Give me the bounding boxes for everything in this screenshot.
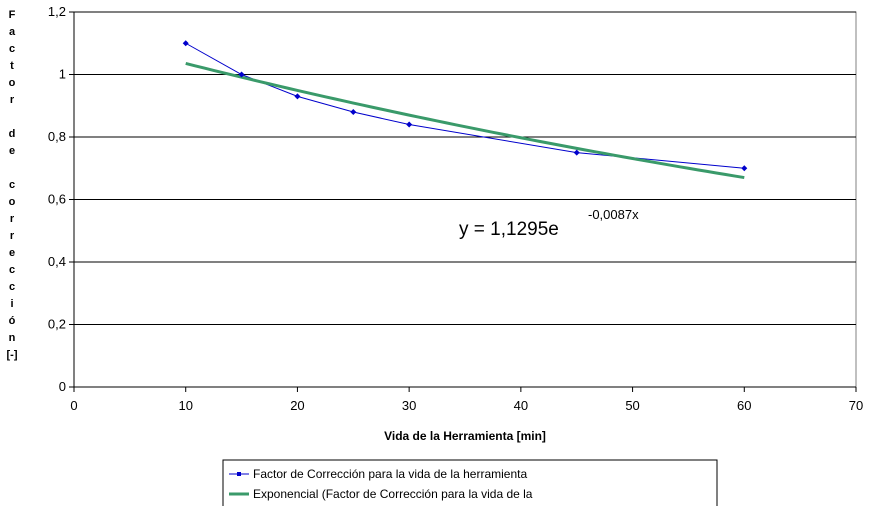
series-line-exponential bbox=[185, 61, 745, 180]
y-tick-label-4: 0,8 bbox=[48, 129, 66, 144]
y-tick-label-5: 1 bbox=[59, 67, 66, 82]
grid-lines bbox=[69, 11, 857, 392]
data-point-3 bbox=[350, 109, 357, 115]
data-point-2 bbox=[294, 93, 301, 100]
y-tick-label-3: 0,6 bbox=[48, 192, 66, 207]
legend: Factor de Corrección para la vida de la … bbox=[222, 459, 718, 506]
y-tick-labels: 0 0,2 0,4 0,6 0,8 1 1,2 bbox=[48, 4, 66, 394]
data-point-0 bbox=[182, 40, 189, 47]
y-tick-label-2: 0,4 bbox=[48, 254, 66, 269]
x-tick-label-6: 60 bbox=[737, 398, 751, 413]
equation-exponent: -0,0087x bbox=[588, 207, 639, 222]
y-axis-label-char-16: c bbox=[9, 281, 15, 293]
legend-label-series-2: Exponencial (Factor de Corrección para l… bbox=[253, 487, 533, 501]
equation-base: y = 1,1295e bbox=[459, 219, 559, 240]
data-point-1 bbox=[238, 71, 245, 78]
x-tick-label-5: 50 bbox=[625, 398, 639, 413]
y-axis-label-char-12: r bbox=[10, 213, 15, 225]
y-axis-label-char-10: c bbox=[9, 179, 15, 191]
x-tick-label-2: 20 bbox=[290, 398, 304, 413]
x-tick-label-3: 30 bbox=[402, 398, 416, 413]
legend-marker-series-1 bbox=[237, 472, 241, 476]
x-tick-label-7: 70 bbox=[849, 398, 863, 413]
y-tick-label-1: 0,2 bbox=[48, 317, 66, 332]
y-axis-label-char-11: o bbox=[9, 196, 16, 208]
y-axis-label-char-19: n bbox=[9, 332, 16, 344]
y-axis-label-char-1: a bbox=[9, 26, 16, 38]
y-axis-label-char-14: e bbox=[9, 247, 15, 259]
x-tick-labels: 0 10 20 30 40 50 60 70 bbox=[70, 398, 863, 413]
series-group bbox=[182, 40, 748, 180]
y-tick-label-0: 0 bbox=[59, 379, 66, 394]
x-tick-label-1: 10 bbox=[178, 398, 192, 413]
y-axis-label-char-7: d bbox=[9, 128, 16, 140]
x-tick-label-0: 0 bbox=[70, 398, 77, 413]
y-axis-label-char-3: t bbox=[10, 60, 14, 72]
y-tick-label-6: 1,2 bbox=[48, 4, 66, 19]
legend-box bbox=[222, 459, 718, 506]
data-point-4 bbox=[406, 121, 413, 128]
y-axis-label-char-8: e bbox=[9, 145, 15, 157]
y-axis-label-char-20: [-] bbox=[7, 349, 18, 361]
data-point-5 bbox=[573, 149, 580, 156]
y-axis-label-char-13: r bbox=[10, 230, 15, 242]
legend-label-series-1: Factor de Corrección para la vida de la … bbox=[253, 467, 527, 481]
y-axis-label-char-2: c bbox=[9, 43, 15, 55]
x-axis-label: Vida de la Herramienta [min] bbox=[384, 429, 546, 443]
y-axis-label-char-5: r bbox=[10, 94, 15, 106]
y-axis-label-char-17: i bbox=[10, 298, 13, 310]
y-axis-label-char-0: F bbox=[9, 9, 16, 21]
y-axis-label-char-4: o bbox=[9, 77, 16, 89]
data-point-6 bbox=[741, 165, 748, 172]
x-tick-label-4: 40 bbox=[514, 398, 528, 413]
y-axis-label-char-18: ó bbox=[9, 315, 16, 327]
y-axis-label-char-15: c bbox=[9, 264, 15, 276]
trendline-equation: y = 1,1295e -0,0087x bbox=[459, 207, 639, 240]
